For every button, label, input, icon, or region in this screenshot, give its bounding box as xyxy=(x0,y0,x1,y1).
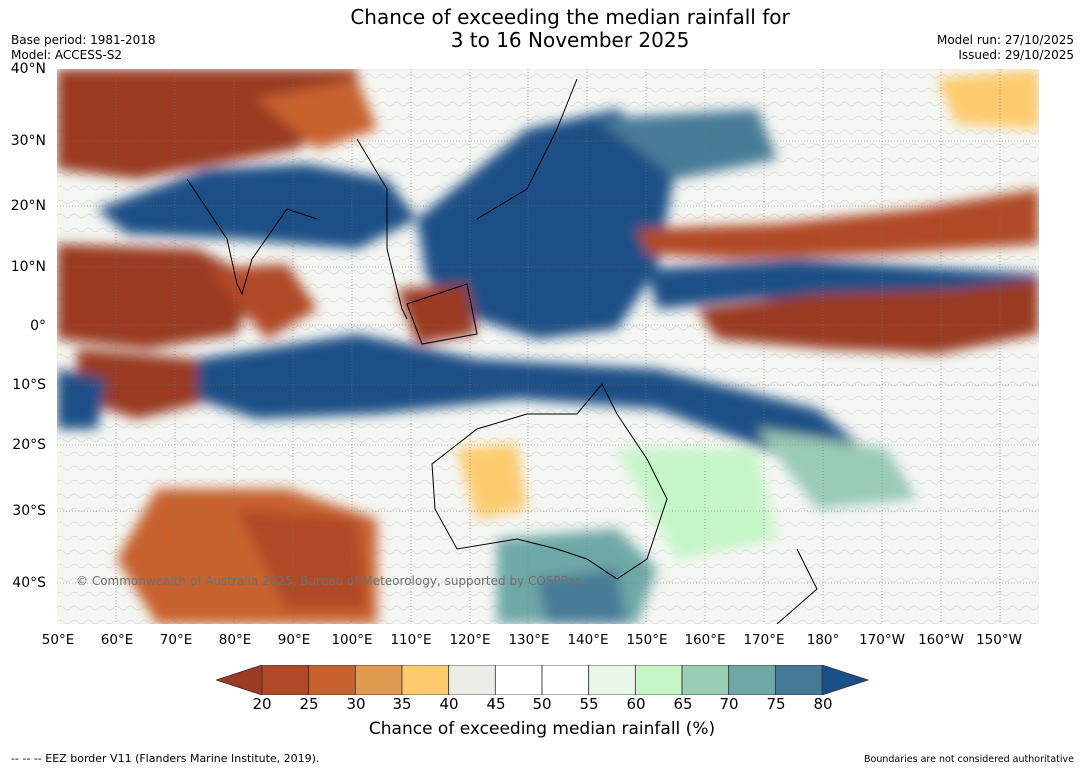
lon-label: 150°E xyxy=(626,632,668,648)
lat-label: 30°S xyxy=(12,503,46,519)
colorbar-tick: 25 xyxy=(299,695,319,713)
colorbar-tick: 35 xyxy=(392,695,412,713)
colorbar-tick: 60 xyxy=(626,695,646,713)
new-zealand-coast xyxy=(776,548,818,624)
colorbar-cell xyxy=(634,665,683,695)
coastlines xyxy=(186,78,818,624)
borneo-coast xyxy=(406,283,478,345)
colorbar-cell xyxy=(774,665,823,695)
colorbar-tick: 70 xyxy=(719,695,739,713)
lon-label: 140°E xyxy=(567,632,609,648)
lat-label: 10°N xyxy=(10,259,46,275)
lon-label: 80°E xyxy=(218,632,252,648)
indochina-coast xyxy=(356,138,408,320)
colorbar-cell xyxy=(354,665,403,695)
colorbar-tick: 55 xyxy=(579,695,599,713)
lon-label: 170°E xyxy=(743,632,785,648)
lat-label: 40°S xyxy=(12,575,46,591)
colorbar-tick: 65 xyxy=(673,695,693,713)
lon-label: 150°W xyxy=(976,632,1022,648)
lon-label: 110°E xyxy=(390,632,432,648)
map-title-line-2: 3 to 16 November 2025 xyxy=(450,28,690,52)
boundary-disclaimer: Boundaries are not considered authoritat… xyxy=(864,754,1074,765)
lon-label: 170°W xyxy=(859,632,905,648)
australia-coast xyxy=(431,383,668,580)
map-title-line-1: Chance of exceeding the median rainfall … xyxy=(350,5,790,29)
colorbar-label: Chance of exceeding median rainfall (%) xyxy=(368,719,716,739)
lon-label: 50°E xyxy=(41,632,75,648)
lat-label: 20°N xyxy=(10,198,46,214)
issued-date: Issued: 29/10/2025 xyxy=(958,48,1074,62)
lon-label: 160°E xyxy=(684,632,726,648)
lon-label: 100°E xyxy=(331,632,373,648)
colorbar-cell xyxy=(541,665,590,695)
china-coast xyxy=(476,78,578,220)
eez-note: -- -- -- EEZ border V11 (Flanders Marine… xyxy=(11,752,320,765)
colorbar-cell xyxy=(401,665,450,695)
model-name: Model: ACCESS-S2 xyxy=(11,48,123,62)
colorbar-tick: 30 xyxy=(346,695,366,713)
lon-label: 130°E xyxy=(508,632,550,648)
model-run-date: Model run: 27/10/2025 xyxy=(936,33,1074,47)
lon-label: 120°E xyxy=(449,632,491,648)
colorbar-cell xyxy=(588,665,636,695)
graticule xyxy=(57,69,1039,624)
colorbar-cell xyxy=(216,665,263,695)
probability-field xyxy=(57,69,1039,624)
copyright-notice: © Commonwealth of Australia 2025, Bureau… xyxy=(76,574,582,588)
lat-label: 10°S xyxy=(12,377,46,393)
colorbar-tick: 20 xyxy=(252,695,272,713)
lon-label: 60°E xyxy=(100,632,134,648)
colorbar-tick: 50 xyxy=(532,695,552,713)
colorbar xyxy=(216,665,870,695)
rainfall-probability-map xyxy=(57,69,1039,624)
colorbar-cell xyxy=(728,665,776,695)
colorbar-cell xyxy=(261,665,310,695)
colorbar-cell xyxy=(494,665,543,695)
lat-label: 20°S xyxy=(12,437,46,453)
colorbar-tick: 80 xyxy=(813,695,833,713)
base-period: Base period: 1981-2018 xyxy=(11,33,156,47)
lon-label: 90°E xyxy=(277,632,311,648)
colorbar-cell xyxy=(681,665,730,695)
lon-label: 70°E xyxy=(159,632,193,648)
lat-label: 30°N xyxy=(10,133,46,149)
colorbar-cell xyxy=(448,665,496,695)
colorbar-tick: 75 xyxy=(766,695,786,713)
colorbar-cell xyxy=(821,665,870,695)
colorbar-tick: 40 xyxy=(439,695,459,713)
lon-label: 180° xyxy=(806,632,840,648)
india-coast xyxy=(186,178,318,296)
lat-label: 40°N xyxy=(10,61,46,77)
colorbar-tick: 45 xyxy=(486,695,506,713)
lat-label: 0° xyxy=(30,318,46,334)
colorbar-cell xyxy=(308,665,356,695)
lon-label: 160°W xyxy=(918,632,964,648)
